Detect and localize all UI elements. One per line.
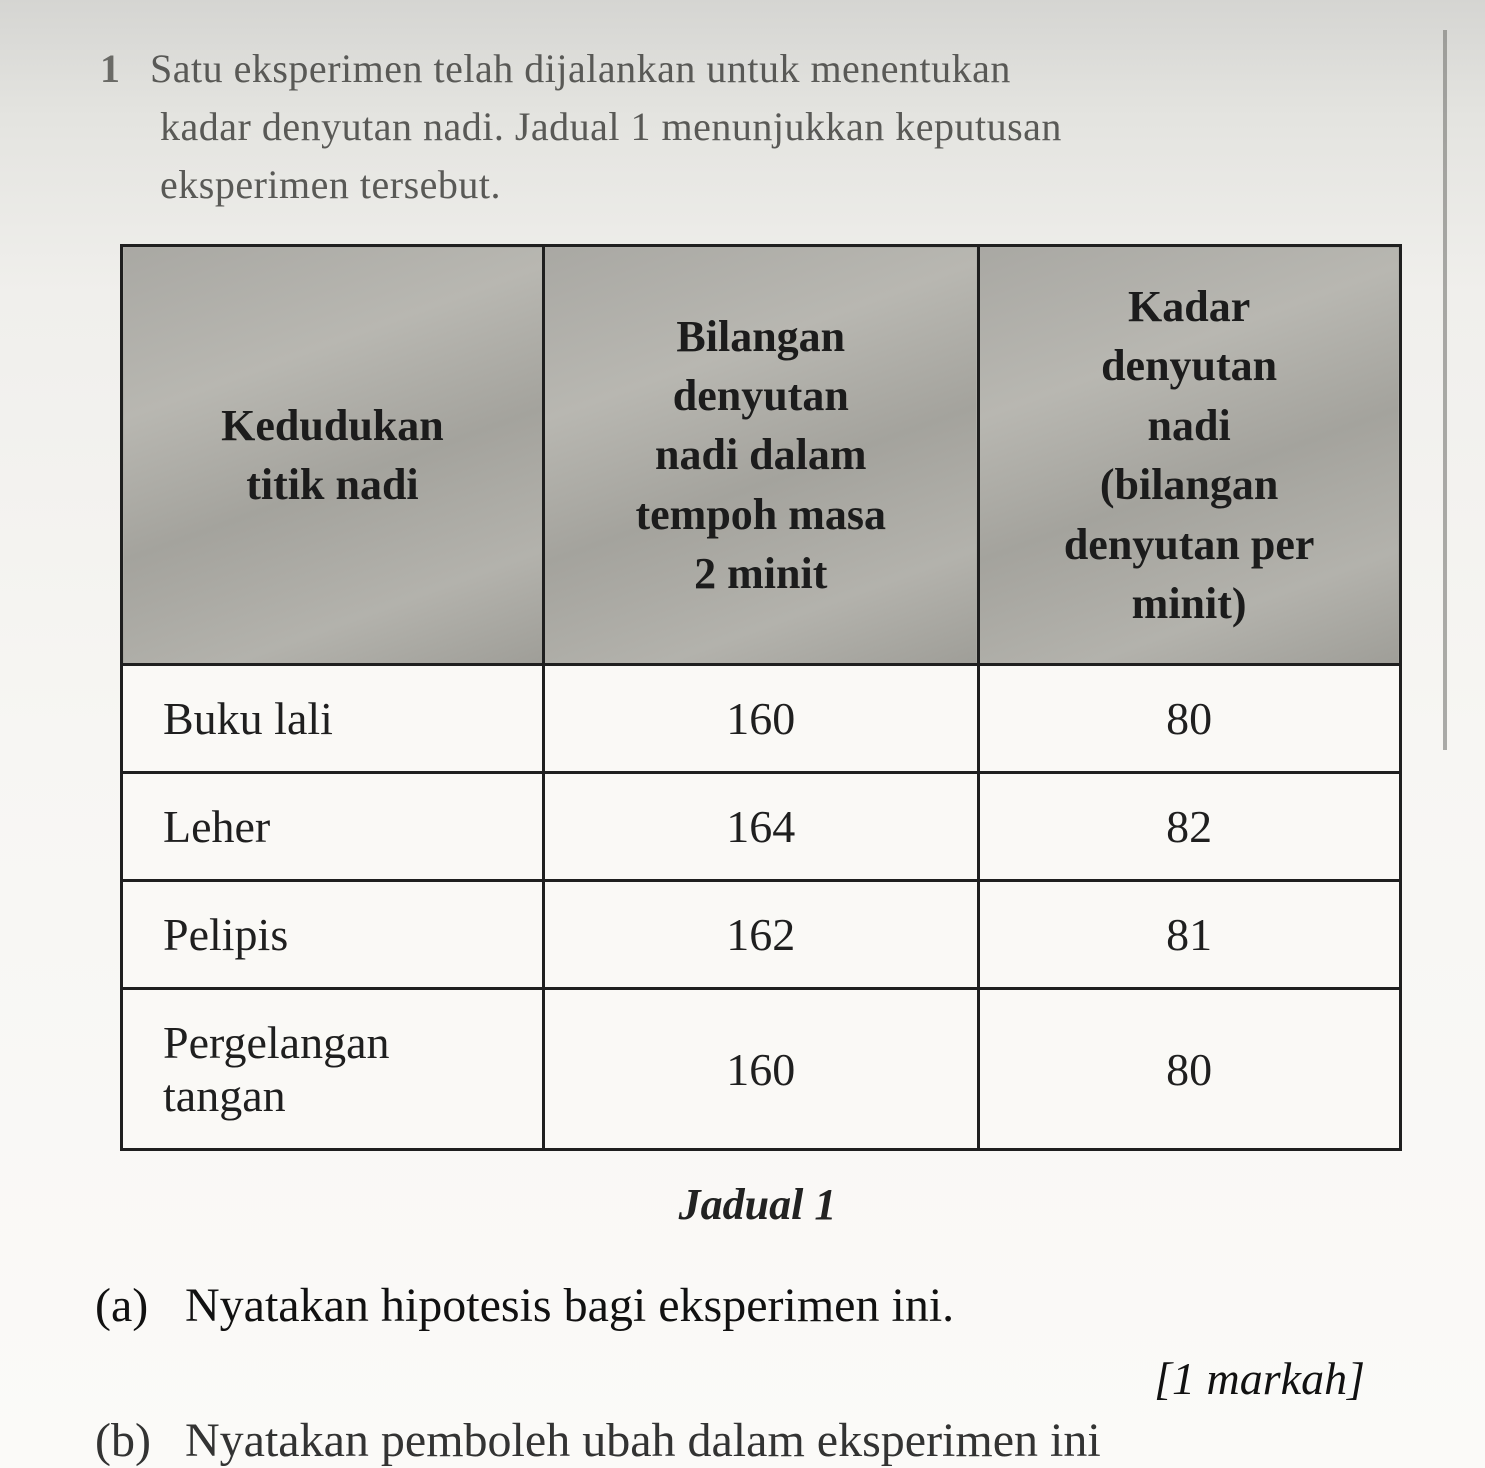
row-count: 160: [543, 665, 978, 773]
row-label: Pelipis: [122, 881, 544, 989]
table-caption: Jadual 1: [90, 1179, 1425, 1230]
row-label: Buku lali: [122, 665, 544, 773]
row-count: 162: [543, 881, 978, 989]
row-label: Pergelangan tangan: [122, 989, 544, 1150]
row-count: 164: [543, 773, 978, 881]
row-rate: 81: [978, 881, 1400, 989]
question-text: 1Satu eksperimen telah dijalankan untuk …: [90, 40, 1425, 214]
page-right-rule: [1443, 30, 1447, 750]
sub-question-text: Nyatakan hipotesis bagi eksperimen ini.: [185, 1279, 954, 1332]
table-header-row: Kedudukantitik nadi Bilangandenyutannadi…: [122, 246, 1401, 665]
question-1: 1Satu eksperimen telah dijalankan untuk …: [90, 40, 1425, 214]
question-line-1: Satu eksperimen telah dijalankan untuk m…: [150, 46, 1011, 91]
question-number: 1: [100, 40, 150, 98]
row-count: 160: [543, 989, 978, 1150]
table-row: Buku lali 160 80: [122, 665, 1401, 773]
row-label: Leher: [122, 773, 544, 881]
sub-question-text: Nyatakan pemboleh ubah dalam eksperimen …: [185, 1414, 1101, 1467]
question-line-3: eksperimen tersebut.: [100, 156, 1405, 214]
sub-question-label: (b): [95, 1413, 185, 1468]
row-rate: 82: [978, 773, 1400, 881]
col-header-rate: Kadardenyutannadi(bilangandenyutan permi…: [978, 246, 1400, 665]
table-row: Leher 164 82: [122, 773, 1401, 881]
sub-question-a-marks: [1 markah]: [90, 1352, 1425, 1405]
table-row: Pelipis 162 81: [122, 881, 1401, 989]
sub-question-b-cutoff: (b)Nyatakan pemboleh ubah dalam eksperim…: [90, 1413, 1425, 1468]
col-header-count: Bilangandenyutannadi dalamtempoh masa2 m…: [543, 246, 978, 665]
sub-question-label: (a): [95, 1270, 185, 1342]
question-line-2: kadar denyutan nadi. Jadual 1 menunjukka…: [100, 98, 1405, 156]
col-header-position: Kedudukantitik nadi: [122, 246, 544, 665]
pulse-rate-table: Kedudukantitik nadi Bilangandenyutannadi…: [120, 244, 1402, 1151]
row-rate: 80: [978, 989, 1400, 1150]
row-rate: 80: [978, 665, 1400, 773]
table-row: Pergelangan tangan 160 80: [122, 989, 1401, 1150]
sub-question-a: (a)Nyatakan hipotesis bagi eksperimen in…: [90, 1270, 1425, 1342]
